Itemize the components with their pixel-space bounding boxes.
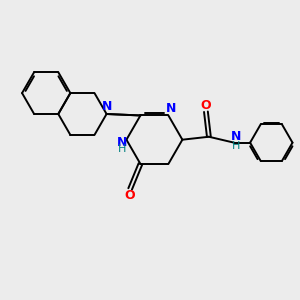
Text: N: N bbox=[231, 130, 242, 143]
Text: O: O bbox=[200, 99, 211, 112]
Text: H: H bbox=[232, 141, 241, 151]
Text: O: O bbox=[124, 189, 135, 202]
Text: N: N bbox=[117, 136, 127, 148]
Text: N: N bbox=[166, 103, 176, 116]
Text: N: N bbox=[101, 100, 112, 113]
Text: H: H bbox=[118, 144, 126, 154]
